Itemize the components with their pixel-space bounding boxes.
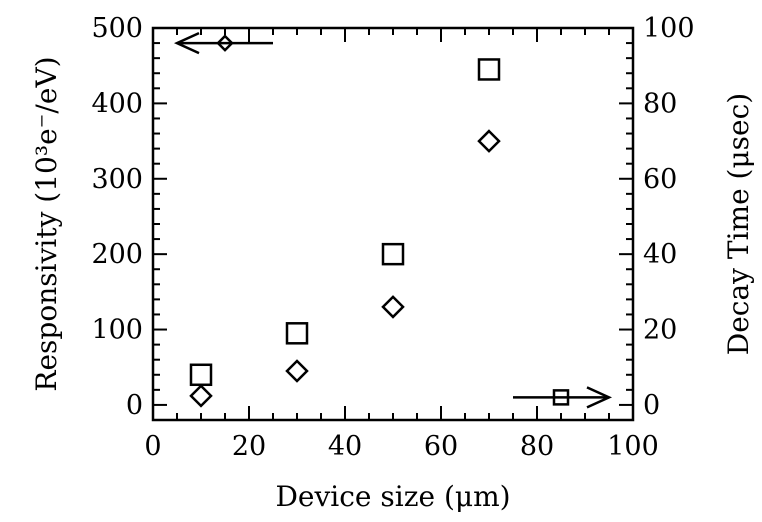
diamond-point bbox=[189, 384, 213, 408]
x-tick-label: 20 bbox=[232, 431, 266, 462]
y-left-axis-title: Responsivity (10³e⁻/eV) bbox=[30, 56, 63, 391]
diamond-point bbox=[285, 359, 309, 383]
square-legend-marker bbox=[552, 389, 570, 406]
y-left-tick-label: 300 bbox=[91, 164, 143, 195]
y-left-tick-label: 400 bbox=[91, 88, 143, 119]
axis-ticks bbox=[152, 27, 634, 420]
x-tick-label: 40 bbox=[328, 431, 362, 462]
y-right-tick-label: 0 bbox=[643, 390, 660, 421]
x-tick-label: 80 bbox=[520, 431, 554, 462]
plot-frame bbox=[151, 26, 635, 422]
axis-arrows bbox=[173, 31, 613, 409]
tick-labels: 0 20 40 60 80 100 0 100 200 300 400 500 0 20 40 60 80 100 bbox=[91, 13, 694, 462]
arrow-head bbox=[586, 386, 613, 409]
y-right-tick-label: 100 bbox=[643, 13, 695, 44]
diamond-point bbox=[477, 129, 501, 153]
y-right-tick-label: 20 bbox=[643, 315, 677, 346]
square-point bbox=[285, 322, 309, 345]
y-left-tick-label: 500 bbox=[91, 13, 143, 44]
x-axis-title: Device size (μm) bbox=[275, 480, 510, 513]
y-right-tick-label: 40 bbox=[643, 239, 677, 270]
data-marks bbox=[189, 58, 501, 408]
x-tick-label: 0 bbox=[144, 431, 161, 462]
y-left-tick-label: 100 bbox=[91, 315, 143, 346]
y-left-tick-label: 200 bbox=[91, 239, 143, 270]
diamond-legend-marker bbox=[216, 34, 234, 52]
square-point bbox=[189, 363, 213, 387]
x-tick-label: 60 bbox=[424, 431, 458, 462]
y-right-tick-label: 60 bbox=[643, 164, 677, 195]
diamond-point bbox=[381, 295, 405, 319]
square-point bbox=[381, 242, 405, 266]
y-right-axis-title: Decay Time (μsec) bbox=[722, 93, 755, 355]
arrow-head bbox=[173, 31, 200, 55]
square-point bbox=[477, 58, 501, 81]
y-right-tick-label: 80 bbox=[643, 88, 677, 119]
y-left-tick-label: 0 bbox=[126, 390, 143, 421]
x-tick-label: 100 bbox=[607, 431, 659, 462]
